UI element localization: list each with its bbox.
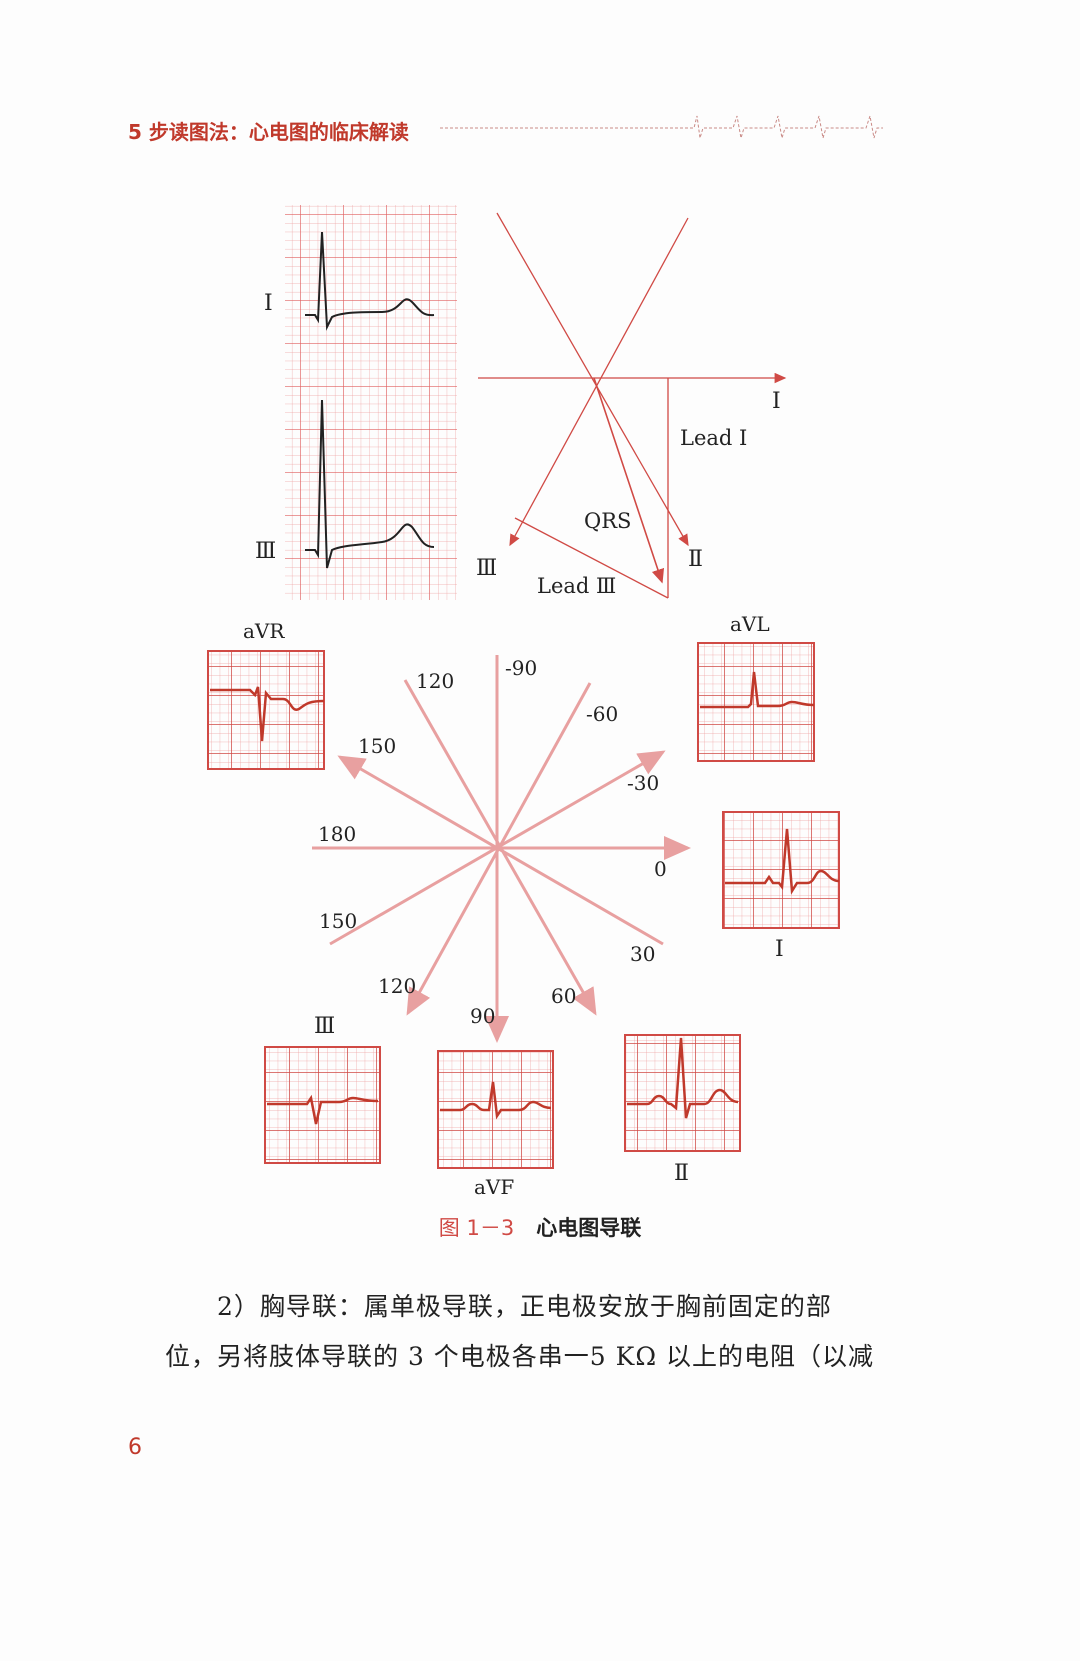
lead-label-avr: aVR — [243, 619, 285, 643]
page-number: 6 — [128, 1435, 142, 1460]
strip-label-iii: Ⅲ — [255, 539, 276, 564]
angle-label: 60 — [551, 984, 576, 1008]
angle-label: -30 — [627, 771, 659, 795]
strip-label-i: Ⅰ — [264, 291, 273, 316]
angle-labels: 120 -90 -60 150 -30 180 0 150 30 120 60 … — [318, 656, 667, 1028]
hexaxial-diagram — [312, 655, 691, 1043]
lead-i-projection-label: Lead Ⅰ — [680, 426, 747, 450]
axis-label-iii: Ⅲ — [476, 556, 497, 581]
angle-label: 120 — [378, 974, 416, 998]
lead-box-iii: Ⅲ — [264, 1014, 381, 1164]
lead-label-ii: Ⅱ — [674, 1161, 689, 1186]
angle-label: 90 — [470, 1004, 495, 1028]
lead-box-ii: Ⅱ — [624, 1034, 741, 1186]
lead-label-avf: aVF — [474, 1175, 514, 1199]
vector-diagram — [478, 212, 787, 599]
ecg-lead-figure: Ⅰ Ⅲ Ⅰ Ⅱ Ⅲ Lead Ⅰ QRS Lead Ⅲ 120 -90 — [207, 205, 840, 1199]
angle-label: 30 — [630, 942, 655, 966]
figure-caption: 图 1－3 心电图导联 — [0, 1212, 1080, 1242]
lead-box-avf: aVF — [437, 1050, 554, 1199]
figure-title: 心电图导联 — [536, 1216, 642, 1240]
lead-label-iii: Ⅲ — [314, 1014, 335, 1039]
lead-iii-projection-label: Lead Ⅲ — [537, 574, 616, 598]
lead-label-avl: aVL — [730, 612, 770, 636]
axis-label-ii: Ⅱ — [688, 547, 703, 572]
angle-label: 150 — [319, 909, 357, 933]
angle-label: 120 — [416, 669, 454, 693]
ecg-trace-lead-i — [305, 231, 435, 331]
lead-box-i: Ⅰ — [722, 811, 840, 962]
figure-number: 图 1－3 — [438, 1216, 515, 1240]
angle-label: -60 — [586, 702, 618, 726]
lead-box-avr: aVR — [207, 619, 325, 770]
lead-box-avl: aVL — [697, 612, 815, 762]
angle-label: 180 — [318, 822, 356, 846]
angle-label: -90 — [505, 656, 537, 680]
ecg-grid-paper — [285, 205, 457, 600]
body-text-line: 2）胸导联：属单极导联，正电极安放于胸前固定的部 — [217, 1292, 832, 1321]
axis-label-i: Ⅰ — [772, 389, 781, 414]
body-text-line: 位，另将肢体导联的 3 个电极各串一5 KΩ 以上的电阻（以减 — [165, 1342, 875, 1371]
angle-label: 0 — [654, 857, 667, 881]
lead-label-i: Ⅰ — [775, 937, 784, 962]
header-ecg-decoration — [440, 115, 883, 139]
qrs-vector-label: QRS — [584, 509, 631, 533]
running-header: 5 步读图法：心电图的临床解读 — [128, 120, 409, 144]
ecg-trace-lead-iii — [305, 399, 435, 569]
angle-label: 150 — [358, 734, 396, 758]
